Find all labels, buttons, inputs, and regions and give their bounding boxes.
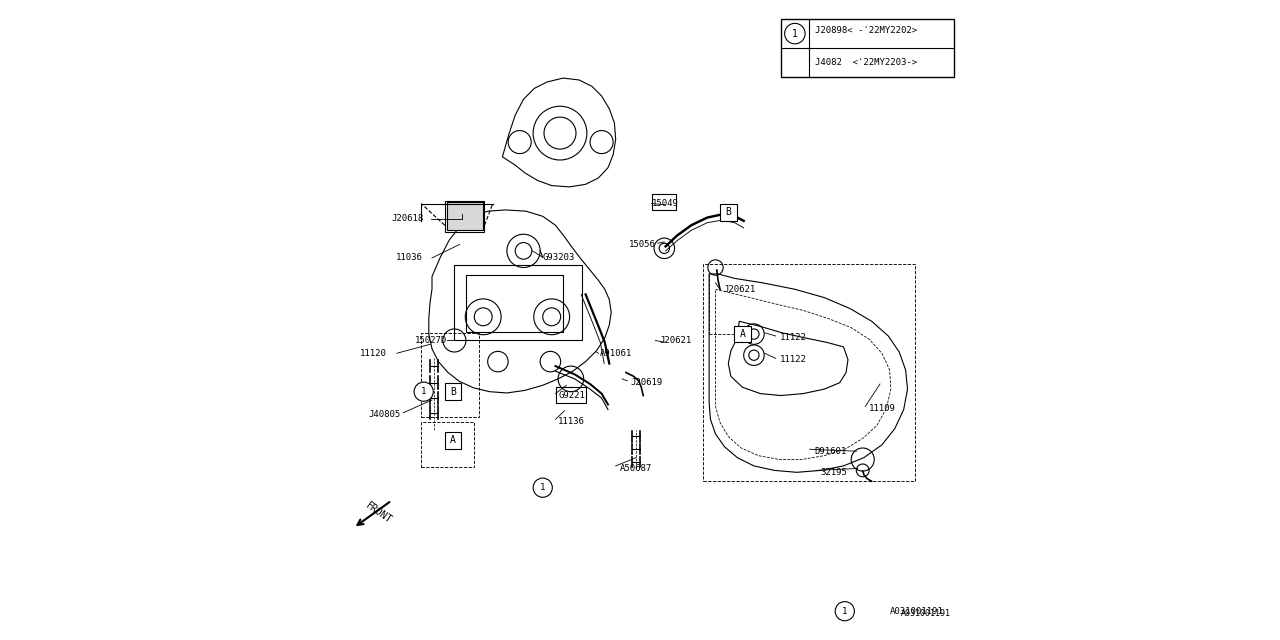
Text: A: A — [740, 329, 745, 339]
Text: A: A — [451, 435, 456, 445]
Text: B: B — [451, 387, 456, 397]
Text: 11136: 11136 — [558, 417, 585, 426]
Text: 11109: 11109 — [869, 404, 896, 413]
Text: 11120: 11120 — [360, 349, 387, 358]
Text: J40805: J40805 — [369, 410, 401, 419]
Bar — [421, 422, 474, 467]
Text: G93203: G93203 — [543, 253, 575, 262]
Text: 1: 1 — [421, 387, 426, 396]
Text: J20621: J20621 — [659, 336, 691, 345]
Text: 11122: 11122 — [780, 355, 806, 364]
Text: 11036: 11036 — [396, 253, 422, 262]
Text: J20618: J20618 — [392, 214, 424, 223]
Text: 1: 1 — [792, 29, 797, 38]
Text: A91061: A91061 — [600, 349, 632, 358]
Bar — [447, 202, 483, 230]
Text: B: B — [726, 207, 731, 218]
Bar — [445, 432, 461, 449]
Text: A50687: A50687 — [620, 464, 652, 473]
Bar — [652, 194, 676, 210]
Circle shape — [785, 24, 805, 44]
Circle shape — [415, 382, 433, 401]
Text: 15049: 15049 — [652, 199, 678, 208]
Bar — [421, 333, 479, 417]
Text: G9221: G9221 — [558, 391, 585, 400]
Text: 32195: 32195 — [820, 468, 847, 477]
Text: 1: 1 — [842, 607, 847, 616]
Bar — [719, 204, 737, 221]
Text: J4082  <'22MY2203->: J4082 <'22MY2203-> — [815, 58, 918, 67]
Text: J20898< -'22MY2202>: J20898< -'22MY2202> — [815, 26, 918, 35]
Bar — [445, 201, 485, 232]
Text: 15027D: 15027D — [415, 336, 447, 345]
Bar — [556, 387, 586, 403]
Bar — [735, 326, 750, 342]
Text: 1: 1 — [540, 483, 545, 492]
Bar — [466, 275, 563, 332]
Text: J20621: J20621 — [723, 285, 755, 294]
Circle shape — [534, 478, 553, 497]
Text: J20619: J20619 — [630, 378, 663, 387]
Text: D91601: D91601 — [814, 447, 846, 456]
Bar — [781, 19, 954, 77]
Text: A031001191: A031001191 — [901, 609, 951, 618]
Bar — [703, 264, 915, 481]
Circle shape — [835, 602, 855, 621]
Text: FRONT: FRONT — [364, 500, 394, 526]
Bar — [445, 383, 461, 400]
Bar — [454, 265, 582, 340]
Text: A031001191: A031001191 — [891, 607, 945, 616]
Text: 11122: 11122 — [780, 333, 806, 342]
Text: 15056: 15056 — [630, 240, 655, 249]
